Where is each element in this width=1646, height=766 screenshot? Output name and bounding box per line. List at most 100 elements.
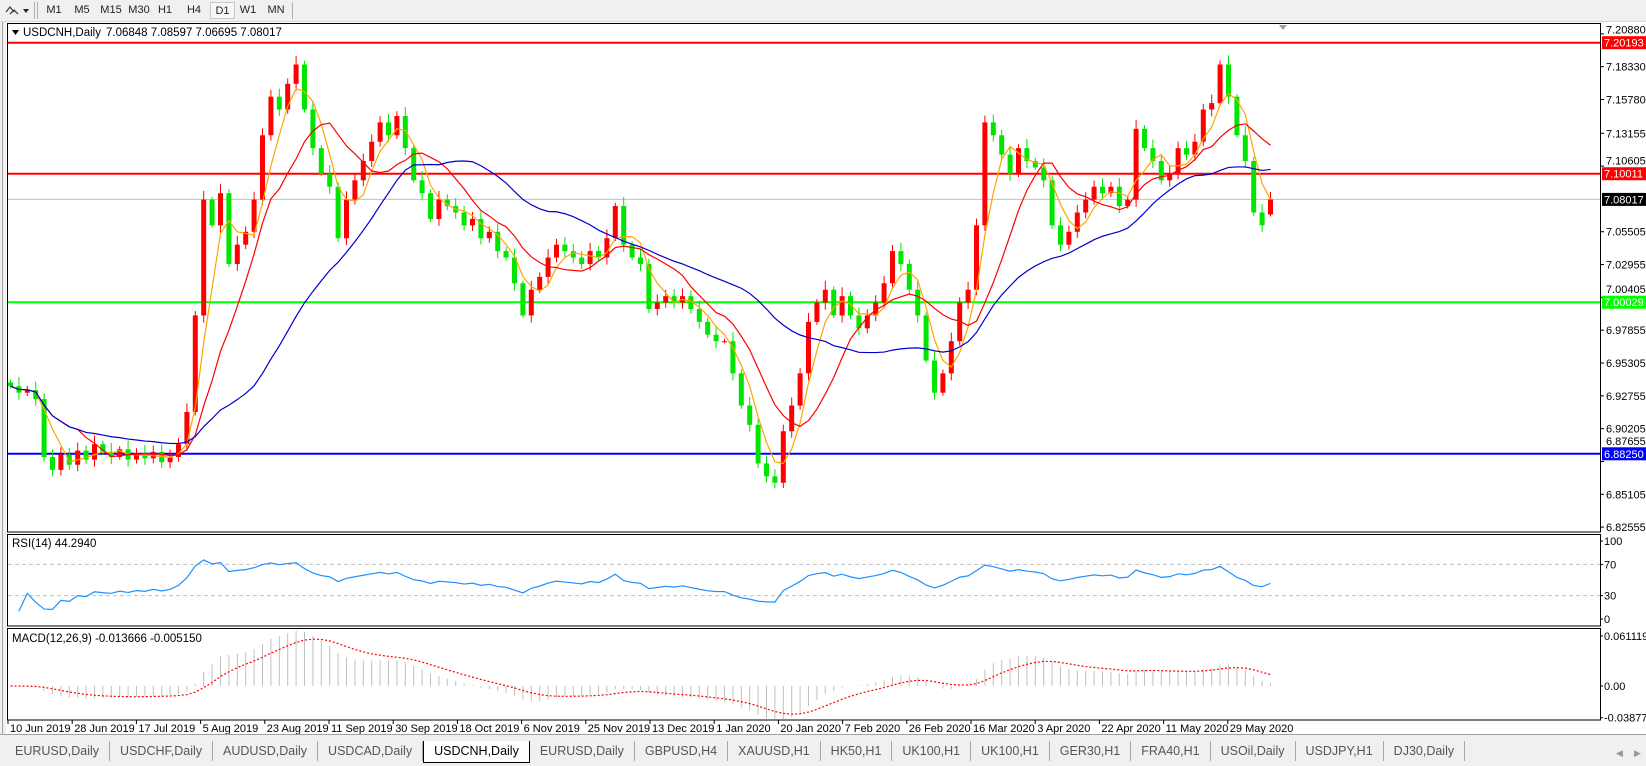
candle — [1032, 158, 1038, 170]
candle-body — [218, 193, 223, 226]
candle — [100, 440, 106, 455]
candle-body — [33, 390, 39, 400]
candle — [814, 298, 820, 325]
toolbar-menu-icon[interactable] — [4, 3, 30, 18]
candle-body — [772, 476, 778, 483]
tab-usdchf-daily[interactable]: USDCHF,Daily — [110, 741, 213, 761]
candle — [596, 246, 601, 262]
candle — [176, 438, 181, 462]
candle — [1133, 119, 1139, 207]
tab-scroll-right-icon[interactable]: ▶ — [1634, 748, 1641, 758]
candle-body — [587, 251, 593, 264]
candle — [1167, 165, 1173, 187]
candle — [856, 307, 862, 335]
candle — [831, 286, 837, 319]
tab-ger30-h1[interactable]: GER30,H1 — [1050, 741, 1132, 761]
candle-body — [528, 289, 534, 316]
tab-xauusd-h1[interactable]: XAUUSD,H1 — [728, 741, 821, 761]
date-tick-label: 1 Jan 2020 — [716, 723, 770, 734]
candle — [369, 134, 375, 167]
timeframe-m15[interactable]: M15 — [100, 4, 122, 16]
tab-eurusd-daily[interactable]: EURUSD,Daily — [5, 741, 111, 761]
candle-body — [562, 244, 568, 252]
price-tick-label: 7.20880 — [1606, 25, 1646, 37]
candle — [940, 369, 946, 396]
date-tick-label: 16 Mar 2020 — [973, 723, 1035, 734]
chart-background — [0, 22, 1646, 734]
candle-body — [1108, 186, 1114, 194]
timeframe-h1[interactable]: H1 — [157, 4, 173, 16]
candle — [1251, 156, 1257, 216]
candle-body — [713, 334, 719, 342]
timeframe-m30[interactable]: M30 — [128, 4, 150, 16]
candle — [915, 280, 921, 323]
candle — [587, 242, 593, 271]
tab-gbpusd-h4[interactable]: GBPUSD,H4 — [635, 741, 729, 761]
candle — [293, 55, 299, 91]
timeframe-w1[interactable]: W1 — [239, 4, 257, 16]
candle — [234, 236, 240, 271]
candle-body — [184, 411, 190, 445]
price-tick-label: 7.15780 — [1606, 94, 1646, 106]
date-tick-label: 11 Sep 2019 — [331, 723, 393, 734]
tab-hk50-h1[interactable]: HK50,H1 — [821, 741, 893, 761]
candle-body — [696, 309, 702, 322]
tab-eurusd-daily[interactable]: EURUSD,Daily — [530, 741, 635, 761]
candle-body — [663, 296, 669, 303]
candle — [713, 325, 719, 349]
timeframe-m1[interactable]: M1 — [46, 4, 62, 16]
chart-tabs-bar: EURUSD,Daily USDCHF,Daily AUDUSD,Daily USDC… — [0, 734, 1646, 766]
macd-label: MACD(12,26,9) -0.013666 -0.005150 — [12, 633, 202, 645]
candle — [604, 229, 610, 265]
tab-uk100-h1[interactable]: UK100,H1 — [892, 741, 972, 761]
candle — [75, 442, 81, 472]
timeframe-h4[interactable]: H4 — [186, 4, 202, 16]
candle-body — [1209, 103, 1215, 110]
candle — [394, 111, 400, 140]
tab-usdcnh-daily[interactable]: USDCNH,Daily — [423, 741, 530, 763]
toolbar-separator — [34, 2, 35, 19]
candle-body — [898, 251, 904, 264]
tab-uk100-h1[interactable]: UK100,H1 — [971, 741, 1050, 761]
level-price-labels: 7.08017 7.20193 7.10011 7.00029 6.88250 — [1602, 36, 1646, 461]
timeframe-d1[interactable]: D1 — [210, 2, 235, 19]
tab-fra40-h1[interactable]: FRA40,H1 — [1131, 741, 1211, 761]
price-tick-label: 6.95305 — [1606, 358, 1646, 370]
tab-usdcad-daily[interactable]: USDCAD,Daily — [318, 741, 424, 761]
chart-shift-marker-icon[interactable] — [1279, 25, 1287, 30]
candle — [906, 259, 912, 294]
price-tick-label: 6.97855 — [1606, 325, 1646, 337]
candle-body — [1167, 173, 1173, 181]
tab-usoil-daily[interactable]: USOil,Daily — [1211, 741, 1296, 761]
candle-body — [234, 244, 240, 264]
candle-body — [688, 296, 694, 310]
tab-audusd-daily[interactable]: AUDUSD,Daily — [213, 741, 319, 761]
timeframe-m5[interactable]: M5 — [74, 4, 90, 16]
candle-body — [360, 161, 366, 181]
date-tick-label: 20 Jan 2020 — [780, 723, 841, 734]
tab-usdjpy-h1[interactable]: USDJPY,H1 — [1296, 741, 1384, 761]
candle-body — [839, 296, 845, 316]
candle-body — [806, 321, 811, 374]
candle-body — [881, 283, 887, 303]
candle-body — [1259, 212, 1265, 226]
tab-dj30-daily[interactable]: DJ30,Daily — [1384, 741, 1466, 761]
candle-body — [1142, 128, 1147, 149]
candle-body — [554, 244, 559, 258]
candle-body — [612, 206, 618, 239]
candle-body — [1268, 199, 1273, 215]
candle — [654, 294, 660, 316]
rsi-tick-label: 0 — [1604, 614, 1610, 626]
candle — [134, 448, 139, 464]
candle-body — [738, 373, 744, 406]
tab-scroll-left-icon[interactable]: ◀ — [1616, 748, 1623, 758]
candle — [495, 223, 501, 258]
ma-slow-line — [10, 160, 1271, 445]
timeframe-mn[interactable]: MN — [267, 4, 285, 16]
chart-window[interactable]: 7.20880 7.18330 7.15780 7.13155 7.10605 7.055… — [0, 0, 1646, 734]
candle-body — [654, 302, 660, 310]
candle-body — [444, 199, 450, 207]
candle — [982, 115, 988, 231]
candle-body — [831, 289, 837, 316]
chart-menu-triangle-icon[interactable] — [12, 30, 19, 35]
